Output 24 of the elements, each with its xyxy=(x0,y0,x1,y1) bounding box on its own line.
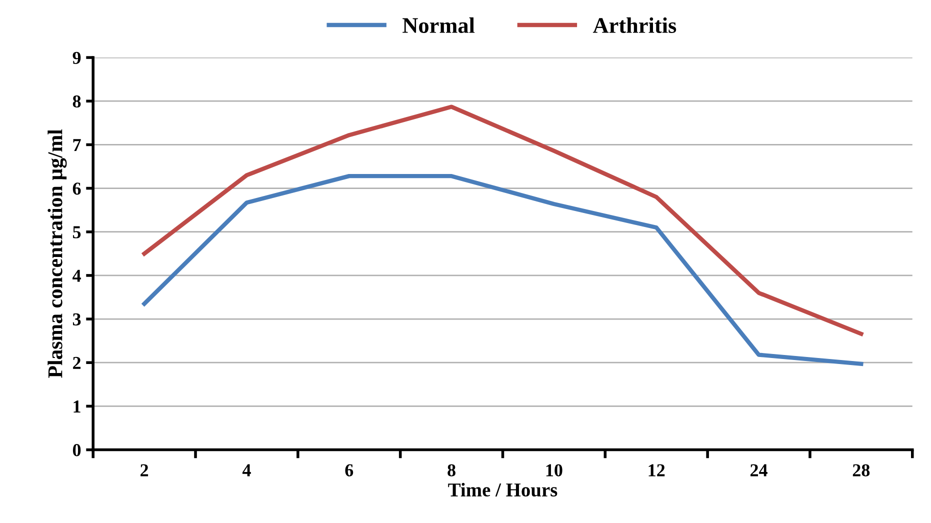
y-tick-label: 0 xyxy=(72,444,81,456)
y-axis-title: Plasma concentration µg/ml xyxy=(48,129,67,378)
x-axis-title: Time / Hours xyxy=(448,482,558,497)
y-tick-label: 5 xyxy=(72,226,81,238)
y-tick-label: 7 xyxy=(73,139,81,151)
legend-label: Arthritis xyxy=(592,17,676,34)
y-tick-label: 2 xyxy=(73,356,81,369)
y-tick-label: 8 xyxy=(72,95,81,108)
x-tick-label: 4 xyxy=(242,464,251,476)
x-tick-label: 8 xyxy=(448,464,456,476)
x-tick-label: 6 xyxy=(345,464,354,476)
x-tick-label: 28 xyxy=(852,464,870,476)
y-tick-label: 4 xyxy=(72,270,81,282)
line-series xyxy=(142,104,864,336)
y-tick-label: 6 xyxy=(72,182,81,195)
x-tick-label: 2 xyxy=(140,464,148,476)
legend-label: Normal xyxy=(402,17,475,34)
x-tick-label: 12 xyxy=(648,464,665,476)
y-tick-label: 9 xyxy=(72,52,81,64)
x-tick-label: 24 xyxy=(750,464,768,476)
line-series xyxy=(142,174,864,366)
y-tick-label: 1 xyxy=(74,400,80,412)
x-tick-label: 10 xyxy=(546,464,562,476)
y-tick-label: 3 xyxy=(72,313,81,326)
